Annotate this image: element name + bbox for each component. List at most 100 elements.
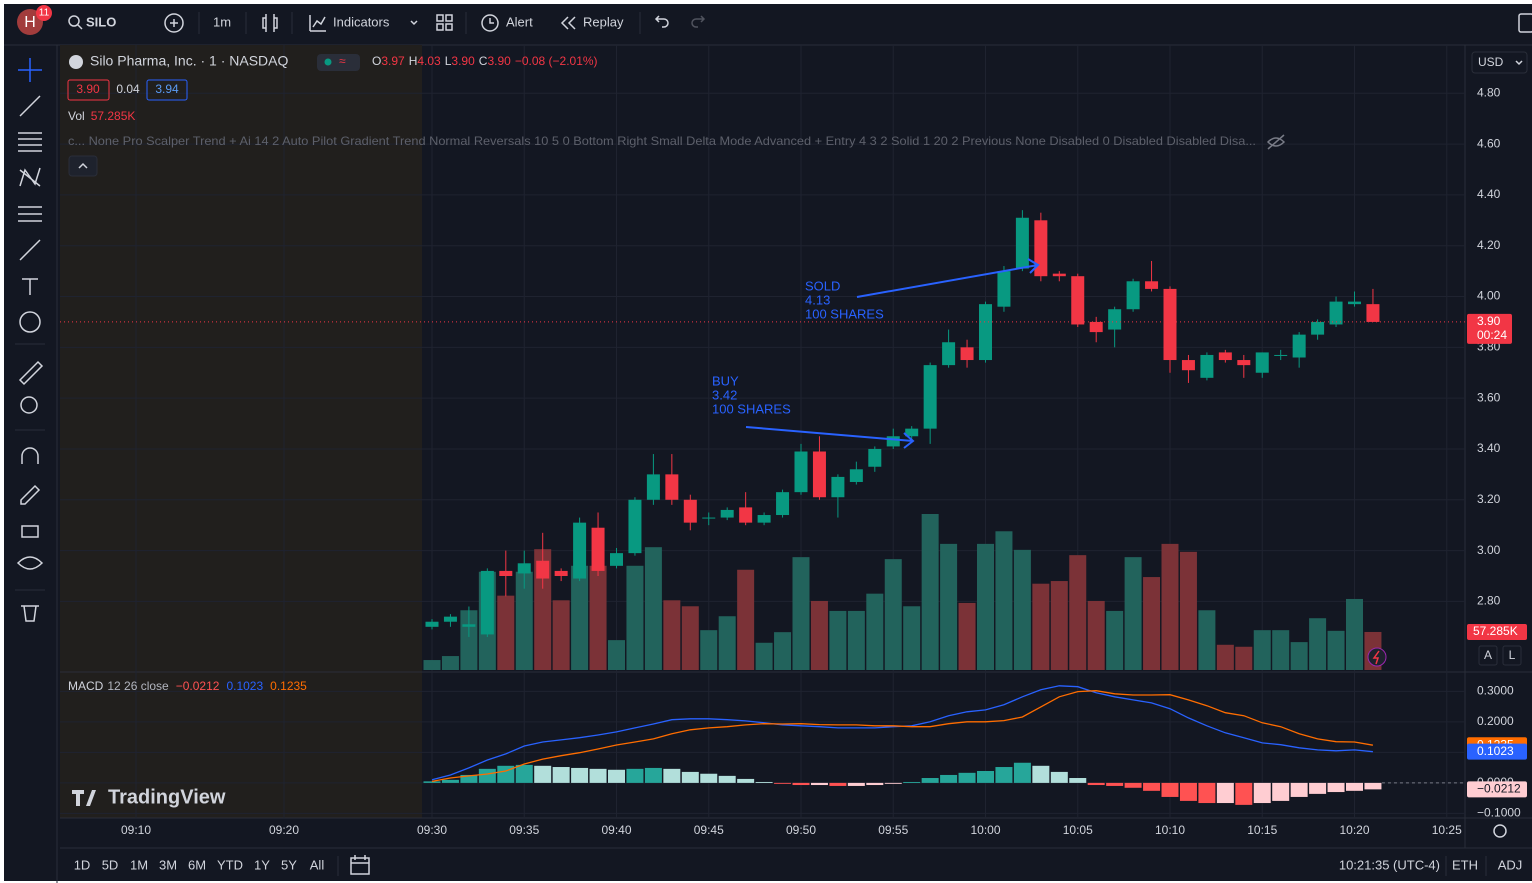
macd-tick-label: 0.2000 (1477, 714, 1514, 728)
annotation-arrow (856, 258, 1040, 298)
log-scale-button[interactable] (1502, 645, 1522, 666)
candle-body (1034, 220, 1048, 277)
fib-tool[interactable] (18, 132, 42, 152)
macd-histogram-bar (829, 782, 847, 786)
top-toolbar: H 11 SILO 1m Indicators Alert Replay (17, 5, 1532, 35)
volume-bar (1253, 630, 1271, 670)
indicators-button[interactable]: Indicators (333, 14, 390, 29)
symbol-name[interactable]: Silo Pharma, Inc. · 1 · NASDAQ (90, 53, 289, 69)
volume-bar (755, 642, 773, 670)
currency-button[interactable] (1471, 51, 1528, 74)
indicator-legend: c... None Pro Scalper Trend + Ai 14 2 Au… (68, 134, 1256, 148)
candle-body (591, 527, 605, 571)
range-button[interactable]: 5Y (281, 857, 297, 872)
range-button[interactable]: 1D (74, 857, 91, 872)
range-button[interactable]: 6M (188, 857, 206, 872)
lock-tool[interactable] (21, 525, 39, 538)
brush-tool[interactable] (19, 239, 41, 261)
candle-body (849, 469, 863, 482)
candle-body (1255, 352, 1269, 373)
compare-button[interactable] (164, 13, 184, 33)
lock-drawing-tool[interactable] (20, 484, 41, 505)
range-button[interactable]: 5D (102, 857, 119, 872)
undo-button[interactable] (654, 15, 669, 28)
macd-histogram-bar (608, 769, 625, 783)
text-tool[interactable] (22, 278, 38, 295)
hide-tool[interactable] (16, 556, 44, 570)
flash-icon[interactable] (1367, 647, 1387, 667)
search-icon (77, 24, 83, 30)
range-button[interactable]: All (310, 857, 325, 872)
panel-toggle[interactable] (1518, 13, 1532, 33)
macd-histogram-bar (903, 781, 921, 783)
macd-histogram-bar (552, 767, 570, 783)
go-to-date[interactable] (350, 855, 370, 875)
l-label: L (445, 54, 452, 68)
trend-line-tool[interactable] (19, 95, 41, 117)
volume-bar (515, 571, 533, 670)
remove-tool[interactable] (21, 605, 39, 622)
emoji-tool[interactable] (19, 311, 41, 333)
bid-box[interactable] (67, 79, 110, 101)
magnet-tool[interactable] (21, 447, 39, 464)
macd-histogram-bar (1161, 782, 1179, 797)
clock[interactable]: 10:21:35 (UTC-4) (1339, 857, 1440, 872)
ask-box[interactable] (146, 79, 188, 101)
alert-button[interactable]: Alert (506, 14, 533, 29)
layouts-button[interactable] (436, 14, 453, 31)
range-button[interactable]: YTD (217, 857, 243, 872)
replay-button[interactable]: Replay (583, 14, 624, 29)
interval-button[interactable]: 1m (213, 14, 231, 29)
annotation-line: 100 SHARES (805, 306, 884, 321)
candle-body (1126, 281, 1140, 310)
adjust[interactable]: ADJ (1498, 857, 1523, 872)
candle-body (812, 451, 826, 498)
session[interactable]: ETH (1452, 857, 1478, 872)
volume-bar (774, 632, 792, 670)
macd-histogram-bar (958, 772, 976, 783)
candle-body (905, 428, 919, 437)
macd-value: 0.1023 (226, 679, 263, 693)
chart-type-button[interactable] (262, 14, 278, 32)
pattern-tool[interactable] (19, 167, 41, 187)
alert-icon (481, 14, 499, 32)
range-button[interactable]: 1Y (254, 857, 270, 872)
macd-histogram-bar (792, 782, 810, 786)
volume-bar (737, 569, 755, 670)
auto-scale-button[interactable] (1478, 645, 1498, 666)
indicators-dropdown[interactable] (410, 20, 418, 26)
redo-button[interactable] (691, 15, 706, 28)
macd-histogram-bar (589, 768, 607, 783)
zoom-tool[interactable] (20, 396, 38, 414)
market-status[interactable] (317, 54, 360, 71)
candle-body (1071, 276, 1085, 325)
macd-histogram-bar (478, 768, 496, 783)
volume-bar (1069, 555, 1087, 670)
candle-body (1200, 354, 1214, 378)
volume-bar (903, 606, 921, 670)
x-tick-label: 09:40 (601, 823, 631, 837)
settings-button[interactable] (1493, 824, 1507, 838)
candle-body (462, 624, 476, 627)
alert-icon (489, 18, 494, 24)
volume-bar (700, 630, 718, 670)
measure-tool[interactable] (18, 360, 44, 386)
prediction-tool[interactable] (18, 206, 42, 222)
flash-icon (1372, 650, 1380, 665)
search-icon[interactable] (68, 15, 80, 27)
volume-bar (847, 610, 865, 670)
range-button[interactable]: 3M (159, 857, 177, 872)
symbol-search[interactable]: SILO (86, 14, 116, 29)
collapse-legend[interactable] (68, 155, 98, 177)
candle-body (979, 304, 992, 361)
crosshair-tool[interactable] (18, 58, 42, 82)
bottom-bar: 10:21:35 (UTC-4) ETH ADJ 1D 5D 1M 3M 6M YTD 1Y… (74, 855, 1523, 876)
candle-body (886, 436, 900, 447)
range-button[interactable]: 1M (130, 857, 148, 872)
candle-body (776, 492, 790, 516)
open: 3.97 (381, 54, 405, 68)
signal-value: 0.1235 (270, 679, 307, 693)
annotation-line: 4.13 (805, 292, 830, 307)
hide-indicator[interactable] (1266, 134, 1286, 150)
